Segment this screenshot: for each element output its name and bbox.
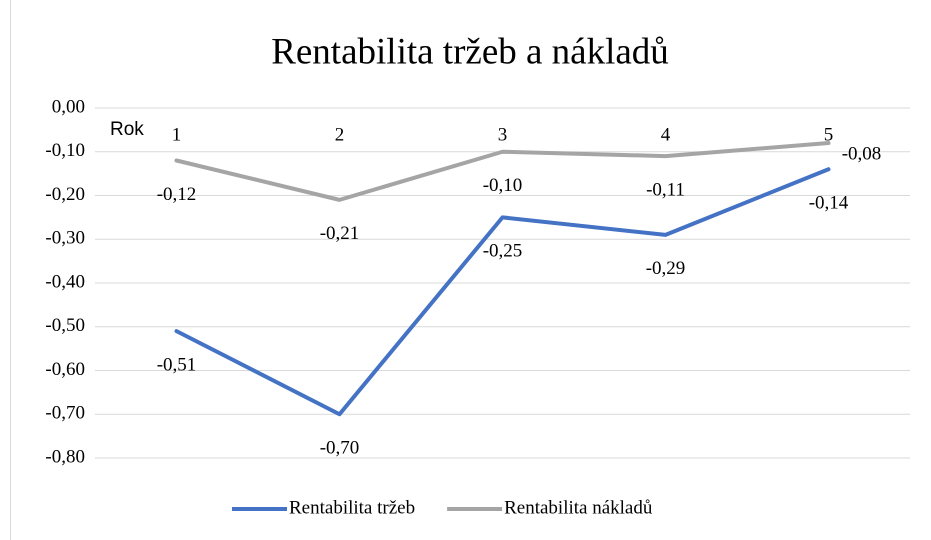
data-label: -0,51 (157, 354, 197, 375)
legend-label: Rentabilita tržeb (289, 497, 415, 518)
line-series (174, 141, 831, 202)
y-tick-label: -0,80 (45, 446, 85, 467)
data-label: -0,21 (320, 223, 360, 244)
line-series (174, 167, 831, 417)
x-tick-label: 4 (661, 124, 671, 145)
y-tick-label: -0,60 (45, 359, 85, 380)
y-tick-label: 0,00 (52, 96, 85, 117)
x-tick-label: 5 (824, 124, 834, 145)
x-axis-title: Rok (110, 119, 144, 140)
data-label: -0,08 (842, 143, 882, 164)
data-label: -0,29 (646, 258, 686, 279)
data-label: -0,10 (483, 175, 523, 196)
y-tick-label: -0,10 (45, 140, 85, 161)
x-tick-label: 3 (498, 124, 508, 145)
y-tick-label: -0,40 (45, 271, 85, 292)
y-tick-label: -0,30 (45, 228, 85, 249)
data-label: -0,12 (157, 184, 197, 205)
data-label: -0,14 (809, 193, 849, 214)
x-tick-label: 1 (172, 124, 182, 145)
data-label: -0,11 (646, 179, 685, 200)
chart-frame (10, 0, 931, 540)
chart-title: Rentabilita tržeb a nákladů (271, 31, 669, 72)
data-label: -0,25 (483, 241, 523, 262)
y-tick-label: -0,70 (45, 403, 85, 424)
x-tick-label: 2 (335, 124, 345, 145)
y-tick-label: -0,20 (45, 184, 85, 205)
y-tick-label: -0,50 (45, 315, 85, 336)
data-label: -0,70 (320, 438, 360, 459)
legend-label: Rentabilita nákladů (504, 497, 653, 518)
